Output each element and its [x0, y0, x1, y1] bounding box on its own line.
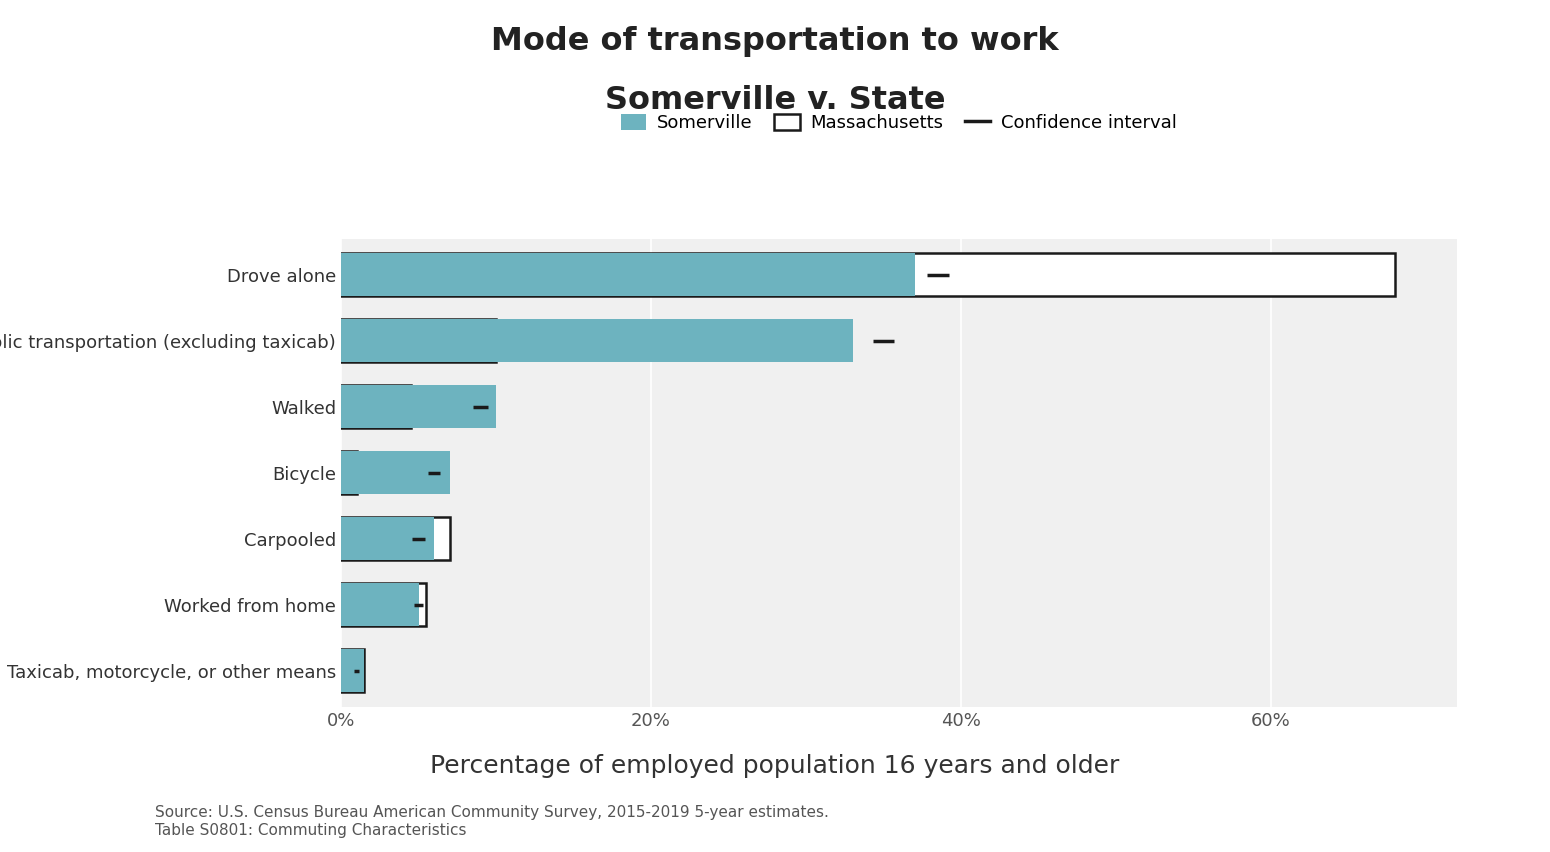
Bar: [341, 452, 356, 494]
Legend: Somerville, Massachusetts, Confidence interval: Somerville, Massachusetts, Confidence in…: [614, 107, 1184, 140]
Bar: [341, 320, 496, 362]
Text: Mode of transportation to work: Mode of transportation to work: [491, 26, 1059, 56]
Bar: [341, 517, 434, 561]
Text: Percentage of employed population 16 years and older: Percentage of employed population 16 yea…: [431, 754, 1119, 778]
Bar: [341, 253, 1395, 296]
Bar: [341, 584, 426, 626]
Bar: [341, 649, 364, 693]
Bar: [341, 320, 853, 362]
Bar: [341, 649, 364, 693]
Text: Source: U.S. Census Bureau American Community Survey, 2015-2019 5-year estimates: Source: U.S. Census Bureau American Comm…: [155, 805, 829, 838]
Bar: [341, 452, 450, 494]
Bar: [341, 385, 411, 429]
Bar: [341, 253, 914, 296]
Bar: [341, 517, 450, 561]
Bar: [341, 584, 418, 626]
Text: Somerville v. State: Somerville v. State: [604, 85, 946, 116]
Bar: [341, 385, 496, 429]
